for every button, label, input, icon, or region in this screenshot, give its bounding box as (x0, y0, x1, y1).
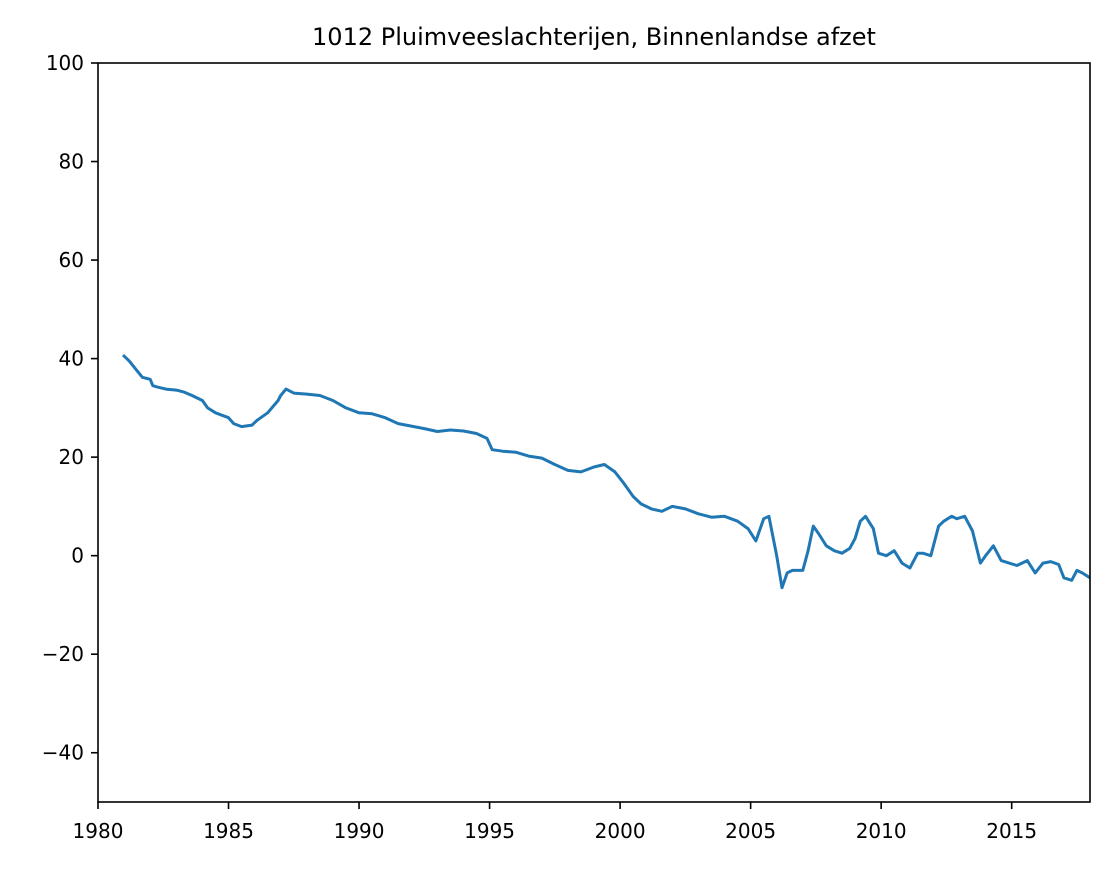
x-tick-label: 1995 (464, 819, 515, 843)
y-tick-label: 0 (71, 544, 84, 568)
chart-title: 1012 Pluimveeslachterijen, Binnenlandse … (312, 23, 876, 51)
y-tick-label: −40 (42, 741, 84, 765)
y-tick-label: 20 (59, 445, 84, 469)
y-tick-label: −20 (42, 642, 84, 666)
x-tick-label: 1985 (203, 819, 254, 843)
y-tick-label: 40 (59, 347, 84, 371)
y-tick-label: 100 (46, 51, 84, 75)
x-tick-label: 2000 (595, 819, 646, 843)
y-tick-label: 80 (59, 150, 84, 174)
x-tick-label: 2010 (856, 819, 907, 843)
x-tick-label: 2005 (725, 819, 776, 843)
series-line-0 (121, 353, 1090, 590)
series-layer (121, 353, 1090, 590)
y-tick-label: 60 (59, 248, 84, 272)
x-tick-label: 2015 (986, 819, 1037, 843)
axis-layer: 1980 1985 1990 1995 2000 2005 2010 2015 −40 −20 0 2… (42, 51, 1091, 843)
plot-frame (97, 62, 1091, 803)
x-tick-label: 1980 (73, 819, 124, 843)
x-tick-label: 1990 (334, 819, 385, 843)
